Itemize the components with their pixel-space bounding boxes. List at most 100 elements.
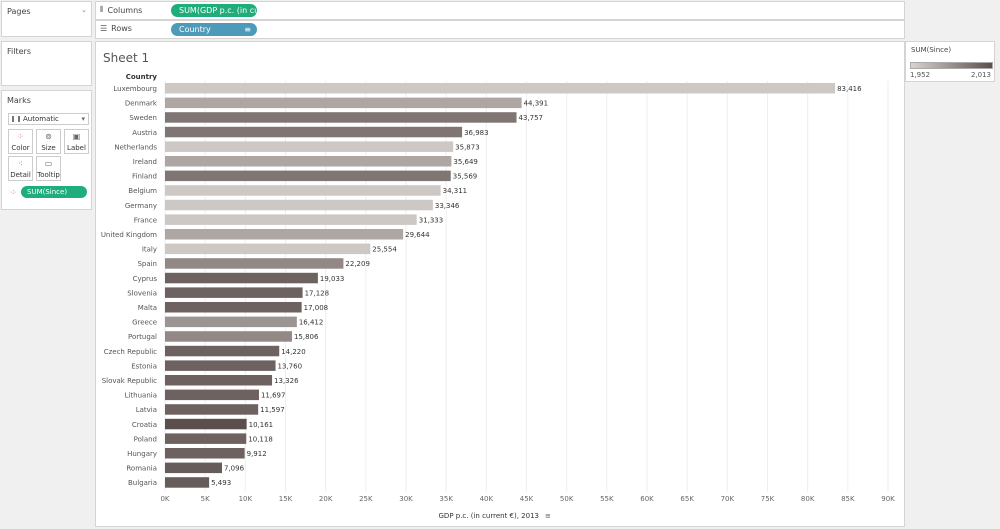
x-tick-label: 15K: [279, 495, 293, 503]
rows-pill[interactable]: Country ≡: [171, 23, 257, 36]
value-label: 5,493: [211, 479, 231, 487]
columns-pill[interactable]: SUM(GDP p.c. (in cur..: [171, 4, 257, 17]
value-label: 10,118: [248, 435, 272, 443]
category-label: Latvia: [136, 406, 157, 414]
value-label: 35,569: [453, 173, 478, 181]
columns-pill-label: SUM(GDP p.c. (in cur..: [179, 6, 257, 15]
bar[interactable]: [165, 404, 259, 415]
bar[interactable]: [165, 302, 302, 313]
rows-shelf[interactable]: ☰ Rows Country ≡: [95, 20, 905, 39]
value-label: 14,220: [281, 348, 306, 356]
tooltip-button-label: Tooltip: [37, 171, 60, 179]
legend-min-label: 1,952: [910, 71, 931, 79]
bar[interactable]: [165, 97, 522, 109]
rows-shelf-label-wrap: ☰ Rows: [100, 24, 132, 33]
detail-button-label: Detail: [10, 171, 31, 179]
bar[interactable]: [165, 316, 297, 328]
value-label: 11,597: [260, 406, 285, 414]
bar[interactable]: [165, 83, 836, 94]
bar[interactable]: [165, 112, 517, 123]
value-label: 13,326: [274, 377, 299, 385]
category-label: Belgium: [128, 187, 157, 195]
sort-descending-icon[interactable]: ≡: [244, 25, 251, 34]
rows-label: Rows: [111, 24, 132, 33]
bar[interactable]: [165, 141, 454, 152]
value-labels: 83,416 44,391 43,757 36,983 35,873 35,649 35,5…: [211, 85, 862, 487]
value-label: 17,008: [304, 304, 329, 312]
category-label: Ireland: [133, 158, 157, 166]
label-button[interactable]: ▣ Label: [64, 129, 89, 154]
bar[interactable]: [165, 375, 273, 386]
x-tick-label: 90K: [881, 495, 895, 503]
value-label: 16,412: [299, 319, 324, 327]
color-field-pill-label: SUM(Since): [27, 188, 68, 196]
mark-type-value: Automatic: [23, 115, 59, 123]
value-label: 44,391: [524, 100, 549, 108]
legend-gradient: [910, 62, 993, 69]
category-label: Finland: [132, 173, 157, 181]
columns-shelf-label-wrap: ⦀ Columns: [100, 5, 142, 15]
value-label: 17,128: [305, 289, 330, 297]
bar[interactable]: [165, 272, 318, 284]
category-label: Malta: [138, 304, 157, 312]
bar[interactable]: [165, 214, 417, 225]
category-label: United Kingdom: [101, 231, 157, 239]
legend-title: SUM(Since): [911, 46, 952, 54]
size-button[interactable]: ⊚ Size: [36, 129, 61, 154]
pages-panel[interactable]: Pages ⌄: [1, 1, 92, 37]
bar[interactable]: [165, 199, 433, 211]
pages-title: Pages: [7, 7, 31, 16]
chevron-down-icon: ▾: [81, 115, 85, 123]
x-tick-label: 35K: [439, 495, 453, 503]
value-label: 33,346: [435, 202, 460, 210]
x-tick-label: 55K: [600, 495, 614, 503]
bar[interactable]: [165, 448, 245, 459]
bar[interactable]: [165, 258, 344, 269]
bar[interactable]: [165, 170, 451, 182]
bar[interactable]: [165, 345, 280, 357]
value-label: 9,912: [247, 450, 267, 458]
category-label: Lithuania: [125, 392, 157, 400]
value-label: 34,311: [443, 187, 468, 195]
filters-panel[interactable]: Filters: [1, 41, 92, 86]
color-button[interactable]: ⁘ Color: [8, 129, 33, 154]
value-label: 22,209: [345, 260, 370, 268]
mark-type-select[interactable]: Automatic ▾: [8, 113, 89, 125]
value-label: 13,760: [278, 362, 303, 370]
bar[interactable]: [165, 389, 259, 401]
bar[interactable]: [165, 360, 276, 371]
category-label: Romania: [126, 465, 157, 473]
x-tick-label: 45K: [520, 495, 534, 503]
pages-chevron-icon[interactable]: ⌄: [81, 6, 87, 14]
color-button-label: Color: [11, 144, 30, 152]
category-labels: Luxembourg Denmark Sweden Austria Netherland…: [101, 85, 158, 487]
bar[interactable]: [165, 243, 371, 255]
bar[interactable]: [165, 418, 247, 430]
category-label: Austria: [132, 129, 157, 137]
bar[interactable]: [165, 287, 303, 298]
value-label: 11,697: [261, 392, 286, 400]
category-label: Czech Republic: [104, 348, 157, 356]
bar[interactable]: [165, 126, 463, 138]
detail-button[interactable]: ⁖ Detail: [8, 156, 33, 181]
x-tick-label: 50K: [560, 495, 574, 503]
tooltip-icon: ▭: [44, 159, 53, 168]
x-axis-sort-icon[interactable]: ≡: [545, 512, 551, 520]
size-icon: ⊚: [45, 132, 52, 141]
bar[interactable]: [165, 462, 223, 474]
value-label: 7,096: [224, 465, 245, 473]
columns-shelf[interactable]: ⦀ Columns SUM(GDP p.c. (in cur..: [95, 1, 905, 20]
bar[interactable]: [165, 156, 452, 167]
tooltip-button[interactable]: ▭ Tooltip: [36, 156, 61, 181]
bar[interactable]: [165, 185, 441, 196]
x-tick-label: 5K: [201, 495, 210, 503]
chart-title: Sheet 1: [103, 51, 149, 65]
bar[interactable]: [165, 433, 247, 444]
value-label: 36,983: [464, 129, 489, 137]
color-field-icon: ⁘: [10, 188, 17, 197]
x-tick-label: 25K: [359, 495, 373, 503]
bar[interactable]: [165, 477, 210, 488]
bar[interactable]: [165, 229, 404, 240]
bar[interactable]: [165, 331, 292, 342]
color-field-pill[interactable]: SUM(Since): [21, 186, 87, 198]
